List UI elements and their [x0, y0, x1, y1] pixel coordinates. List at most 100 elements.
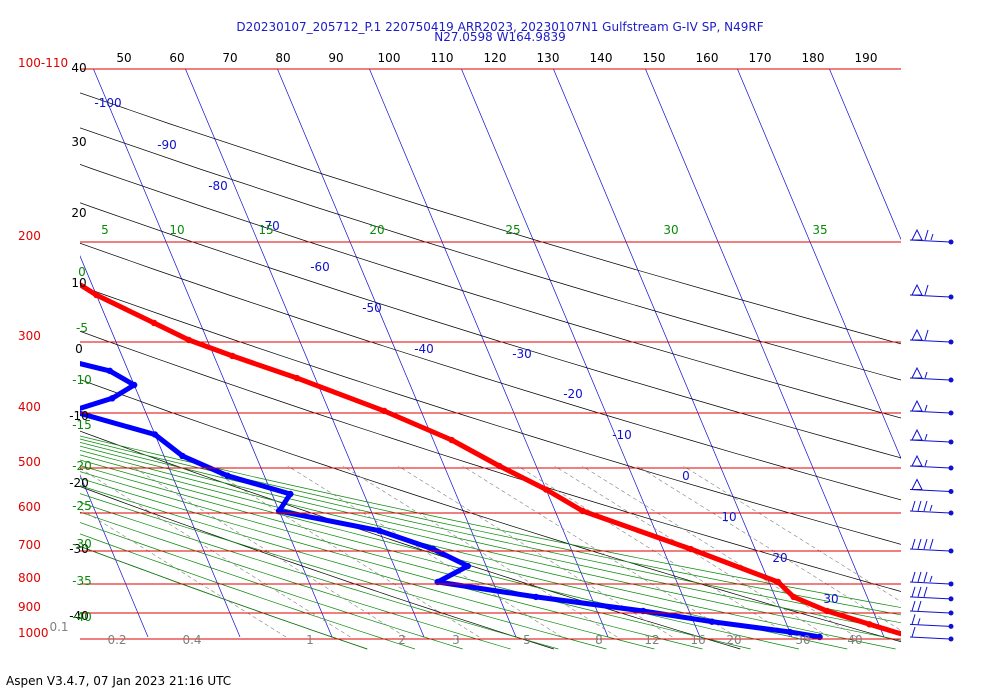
wind-barb-half — [929, 575, 933, 583]
moist-adiabat-label: -20 — [72, 459, 92, 473]
isotherm-line — [461, 69, 701, 638]
dry-adiabat-line — [80, 486, 554, 650]
wind-barb-staff — [909, 596, 951, 600]
mixing-ratio-line — [204, 465, 480, 638]
temperature-point — [866, 621, 873, 628]
mixing-ratio-line — [398, 465, 673, 638]
wind-barb-station — [948, 623, 954, 629]
height-label: -40 — [69, 609, 89, 623]
wind-barb-half — [929, 504, 933, 512]
mixing-ratio-label: 40 — [847, 633, 862, 647]
wind-barb-full — [917, 571, 922, 583]
dry-adiabat-line — [80, 164, 901, 419]
mixing-ratio-line — [80, 508, 287, 638]
mixing-ratio-label: 0.1 — [49, 620, 68, 634]
mixing-ratio-label: 8 — [595, 633, 603, 647]
temperature-point — [229, 352, 236, 360]
top-axis-label: 70 — [222, 51, 237, 65]
wind-barb-full — [929, 538, 934, 550]
top-axis-label: 120 — [484, 51, 507, 65]
top-axis-label: 160 — [696, 51, 719, 65]
dewpoint-point — [179, 452, 186, 460]
isotherm-line — [185, 69, 425, 638]
mixing-ratio-label: 0.2 — [107, 633, 126, 647]
pressure-label: 500 — [18, 455, 41, 469]
height-label: 20 — [71, 206, 86, 220]
height-label: -10 — [69, 409, 89, 423]
wind-barb-full — [923, 586, 928, 598]
moist-adiabat-label: 0 — [78, 265, 86, 279]
isotherm-line — [93, 69, 333, 638]
wind-barb — [909, 571, 954, 587]
mixing-ratio-line — [131, 465, 406, 638]
dewpoint-point — [464, 562, 471, 570]
temperature-point — [293, 374, 301, 382]
wind-barb — [909, 366, 954, 383]
wind-barb-full — [924, 329, 929, 341]
wind-barb-pennant — [911, 228, 923, 241]
top-axis-label: 90 — [328, 51, 343, 65]
wind-barb-full — [917, 500, 922, 512]
temperature-point — [93, 291, 100, 299]
isotherm-label: -100 — [94, 96, 121, 110]
dewpoint-point — [287, 490, 294, 498]
isotherm-line — [553, 69, 793, 638]
wind-barb-full — [924, 284, 929, 296]
mixing-ratio-label: 16 — [690, 633, 705, 647]
dry-adiabat-line — [80, 379, 901, 643]
wind-barb-station — [948, 636, 954, 642]
wind-barb-station — [948, 465, 954, 471]
wind-barb-half — [924, 371, 928, 379]
wind-barb-full — [923, 538, 928, 550]
moist-adiabat-label: -40 — [72, 610, 92, 624]
mixing-ratio-line — [637, 465, 901, 631]
wind-barb-pennant — [911, 399, 923, 412]
wind-barb-full — [911, 500, 916, 512]
dewpoint-point — [108, 395, 116, 402]
wind-barb-half — [930, 233, 934, 241]
dry-adiabat-line — [80, 127, 901, 381]
wind-barb-full — [924, 229, 929, 241]
isotherm-line — [80, 255, 241, 638]
isotherm-label: -20 — [563, 387, 583, 401]
top-axis-label: 140 — [590, 51, 613, 65]
temperature-profile-line — [80, 281, 901, 637]
height-label: -20 — [69, 476, 89, 490]
isotherm-line — [80, 474, 149, 638]
moist-adiabat-label: -10 — [72, 373, 92, 387]
wind-barb-station — [948, 596, 954, 602]
height-label: -30 — [69, 542, 89, 556]
dry-adiabat-line — [80, 330, 901, 592]
wind-barb-pennant — [911, 478, 923, 491]
mixing-ratio-line — [342, 465, 618, 638]
moist-adiabat-label: -15 — [72, 418, 92, 432]
wind-barb-station — [948, 410, 954, 416]
wind-barb-station — [948, 339, 954, 345]
wind-barb — [909, 228, 954, 245]
moist-adiabat-label: -35 — [72, 574, 92, 588]
wind-barb — [909, 399, 954, 416]
isotherm-label: -70 — [260, 219, 280, 233]
wind-barb-staff — [909, 581, 951, 585]
wind-barb-staff — [909, 623, 951, 627]
dewpoint-point — [45, 353, 51, 359]
mixing-ratio-line — [683, 465, 901, 603]
temperature-point — [448, 436, 455, 444]
wind-barb-pennant — [911, 428, 923, 441]
dry-adiabat-line — [80, 545, 368, 650]
isotherm-label: -50 — [362, 301, 382, 315]
mixing-ratio-line — [582, 465, 857, 638]
dewpoint-point — [786, 628, 794, 636]
chart-title-line1: D20230107_205712_P.1 220750419 ARR2023, … — [236, 20, 764, 34]
wind-barb-station — [948, 239, 954, 245]
isotherm-label: 20 — [772, 551, 787, 565]
top-axis-label: 80 — [275, 51, 290, 65]
footer-version: Aspen V3.4.7, 07 Jan 2023 21:16 UTC — [6, 674, 232, 688]
wind-barb-station — [948, 610, 954, 616]
wind-barb — [909, 454, 954, 471]
isotherm-line — [737, 69, 901, 460]
top-axis-label: 60 — [169, 51, 184, 65]
dewpoint-point — [708, 618, 716, 625]
moist-adiabat-label: 20 — [369, 223, 384, 237]
